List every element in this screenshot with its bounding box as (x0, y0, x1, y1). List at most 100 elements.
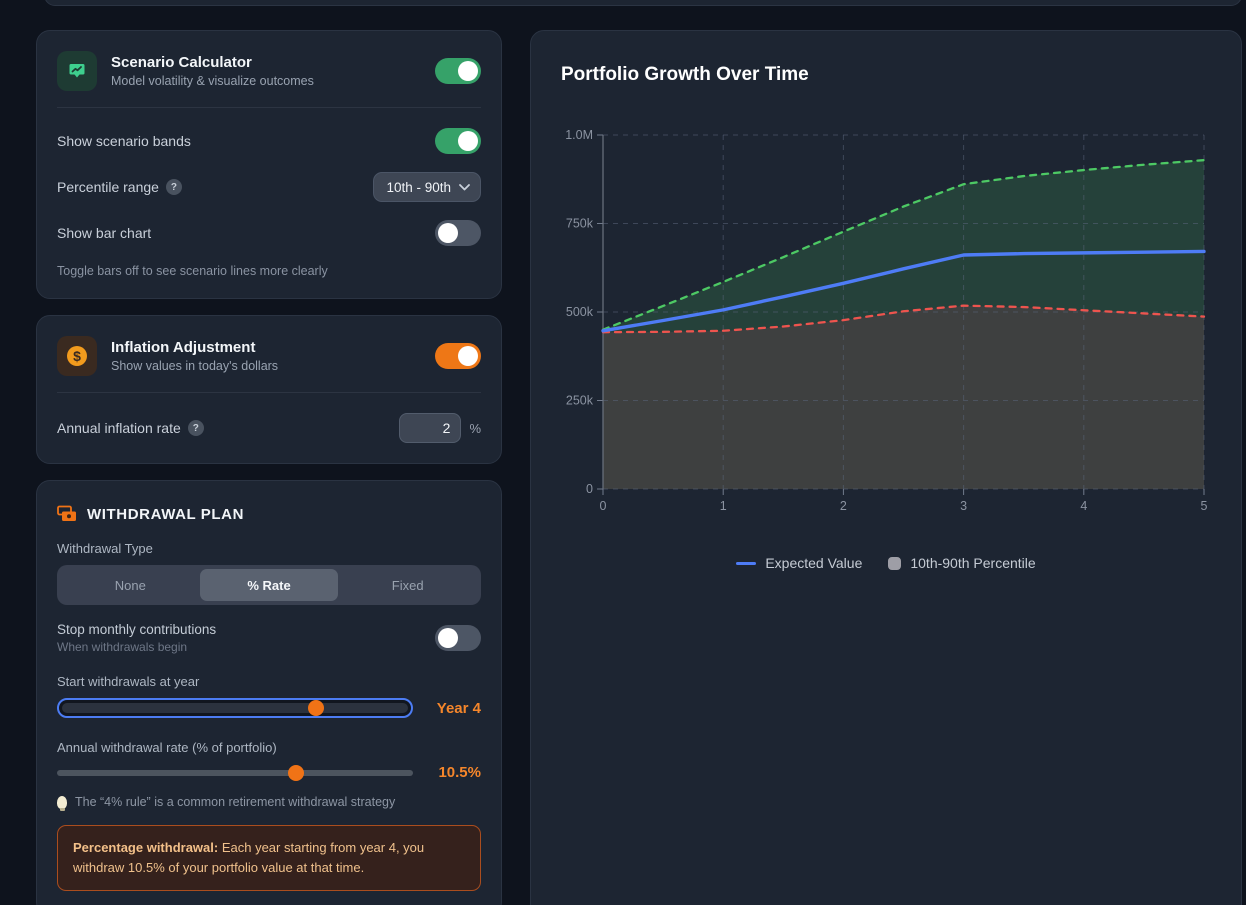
svg-text:3: 3 (960, 499, 967, 513)
stop-contributions-sublabel: When withdrawals begin (57, 640, 188, 654)
segment-percent-rate[interactable]: % Rate (199, 569, 339, 601)
stop-contributions-toggle[interactable] (435, 625, 481, 651)
legend-label: 10th-90th Percentile (910, 555, 1036, 571)
inflation-rate-input[interactable] (399, 413, 462, 443)
scenario-card-header: Scenario Calculator Model volatility & v… (57, 51, 481, 91)
divider (57, 392, 481, 393)
inflation-adjustment-card: $ Inflation Adjustment Show values in to… (36, 315, 502, 464)
portfolio-growth-chart[interactable]: 0 250k 500k 750k 1.0M 0 1 2 3 4 5 (557, 122, 1213, 522)
start-year-slider[interactable] (57, 698, 413, 718)
svg-text:1.0M: 1.0M (565, 128, 593, 142)
withdrawal-title: WITHDRAWAL PLAN (87, 505, 245, 523)
tip-text: The “4% rule” is a common retirement wit… (75, 795, 396, 809)
previous-card-partial (44, 0, 1242, 6)
scenario-hint: Toggle bars off to see scenario lines mo… (57, 264, 328, 278)
svg-text:750k: 750k (566, 217, 594, 231)
inflation-rate-label: Annual inflation rate ? (57, 420, 204, 436)
stop-contributions-row: Stop monthly contributions When withdraw… (57, 622, 481, 654)
chart-legend: Expected Value 10th-90th Percentile (561, 555, 1211, 571)
percentile-selected-value: 10th - 90th (386, 179, 451, 195)
info-box-bold: Percentage withdrawal: (73, 840, 219, 855)
dollar-coin-icon: $ (57, 336, 97, 376)
inflation-toggle[interactable] (435, 343, 481, 369)
line-swatch (736, 561, 757, 565)
svg-text:1: 1 (720, 499, 727, 513)
percentile-label-text: Percentile range (57, 179, 159, 195)
chart-title: Portfolio Growth Over Time (561, 64, 809, 85)
show-bar-row: Show bar chart (57, 220, 481, 246)
help-icon[interactable]: ? (165, 179, 182, 195)
divider (57, 107, 481, 108)
square-swatch (888, 556, 902, 570)
tip-row: The “4% rule” is a common retirement wit… (57, 795, 481, 811)
show-bands-label: Show scenario bands (57, 133, 191, 149)
lightbulb-icon (57, 795, 67, 811)
scenario-card-titles: Scenario Calculator Model volatility & v… (111, 54, 421, 88)
inflation-card-title: Inflation Adjustment (111, 339, 256, 356)
inflation-card-subtitle: Show values in today's dollars (111, 359, 279, 373)
start-year-label: Start withdrawals at year (57, 674, 200, 689)
percentile-label: Percentile range ? (57, 179, 182, 195)
svg-text:2: 2 (840, 499, 847, 513)
withdrawal-rate-thumb[interactable] (287, 764, 304, 781)
stop-contributions-label: Stop monthly contributions (57, 622, 217, 637)
withdrawal-type-label: Withdrawal Type (57, 541, 153, 556)
show-bands-row: Show scenario bands (57, 128, 481, 154)
svg-text:0: 0 (586, 482, 593, 496)
settings-column: Scenario Calculator Model volatility & v… (36, 30, 502, 905)
slider-track (62, 703, 408, 713)
toggle-knob (438, 628, 458, 648)
show-bands-toggle[interactable] (435, 128, 481, 154)
scenario-calculator-card: Scenario Calculator Model volatility & v… (36, 30, 502, 299)
withdrawal-info-box: Percentage withdrawal: Each year startin… (57, 825, 481, 892)
help-icon[interactable]: ? (187, 420, 204, 436)
chevron-down-icon (459, 183, 470, 190)
stop-contributions-labels: Stop monthly contributions When withdraw… (57, 622, 216, 654)
show-bar-toggle[interactable] (435, 220, 481, 246)
main-layout: Scenario Calculator Model volatility & v… (36, 30, 1242, 905)
withdrawal-header: WITHDRAWAL PLAN (57, 505, 481, 523)
scenario-card-subtitle: Model volatility & visualize outcomes (111, 74, 314, 88)
withdrawal-rate-value: 10.5% (438, 764, 481, 781)
segment-none[interactable]: None (114, 577, 146, 593)
toggle-knob (438, 223, 458, 243)
start-year-value: Year 4 (436, 699, 481, 717)
svg-text:4: 4 (1080, 499, 1087, 513)
inflation-card-titles: Inflation Adjustment Show values in toda… (111, 339, 421, 373)
toggle-knob (458, 131, 478, 151)
withdrawal-rate-slider-row: 10.5% (57, 764, 481, 781)
svg-text:250k: 250k (566, 394, 594, 408)
legend-percentile-band[interactable]: 10th-90th Percentile (888, 555, 1036, 571)
scenario-calculator-toggle[interactable] (435, 58, 481, 84)
inflation-input-group: % (399, 413, 481, 443)
start-year-slider-row: Year 4 (57, 698, 481, 718)
svg-text:5: 5 (1201, 499, 1208, 513)
chart-wrap: 0 250k 500k 750k 1.0M 0 1 2 3 4 5 (557, 122, 1211, 527)
segment-fixed[interactable]: Fixed (391, 577, 424, 593)
withdrawal-rate-label: Annual withdrawal rate (% of portfolio) (57, 740, 277, 755)
scenario-card-title: Scenario Calculator (111, 54, 252, 71)
inflation-rate-row: Annual inflation rate ? % (57, 413, 481, 443)
portfolio-chart-card: Portfolio Growth Over Time 0 250k 500k 750k… (530, 30, 1242, 905)
inflation-rate-label-text: Annual inflation rate (57, 420, 181, 436)
banknotes-icon (57, 505, 76, 521)
svg-text:$: $ (73, 348, 81, 364)
withdrawal-type-segmented: None % Rate Fixed (57, 565, 481, 605)
presentation-chart-icon (57, 51, 97, 91)
start-year-thumb[interactable] (307, 700, 324, 716)
withdrawal-rate-slider[interactable] (57, 764, 413, 781)
legend-label: Expected Value (765, 555, 863, 571)
toggle-knob (458, 61, 478, 81)
slider-track (57, 769, 413, 776)
info-box-text: Each year starting from year 4, you with… (73, 840, 425, 876)
svg-text:500k: 500k (566, 305, 594, 319)
legend-expected-value[interactable]: Expected Value (736, 555, 862, 571)
percentile-range-select[interactable]: 10th - 90th (373, 172, 481, 202)
withdrawal-plan-card: WITHDRAWAL PLAN Withdrawal Type None % R… (36, 480, 502, 905)
show-bar-label: Show bar chart (57, 225, 152, 241)
inflation-card-header: $ Inflation Adjustment Show values in to… (57, 336, 481, 376)
percentile-row: Percentile range ? 10th - 90th (57, 172, 481, 202)
toggle-knob (458, 346, 478, 366)
percent-unit: % (469, 420, 481, 436)
svg-text:0: 0 (600, 499, 607, 513)
